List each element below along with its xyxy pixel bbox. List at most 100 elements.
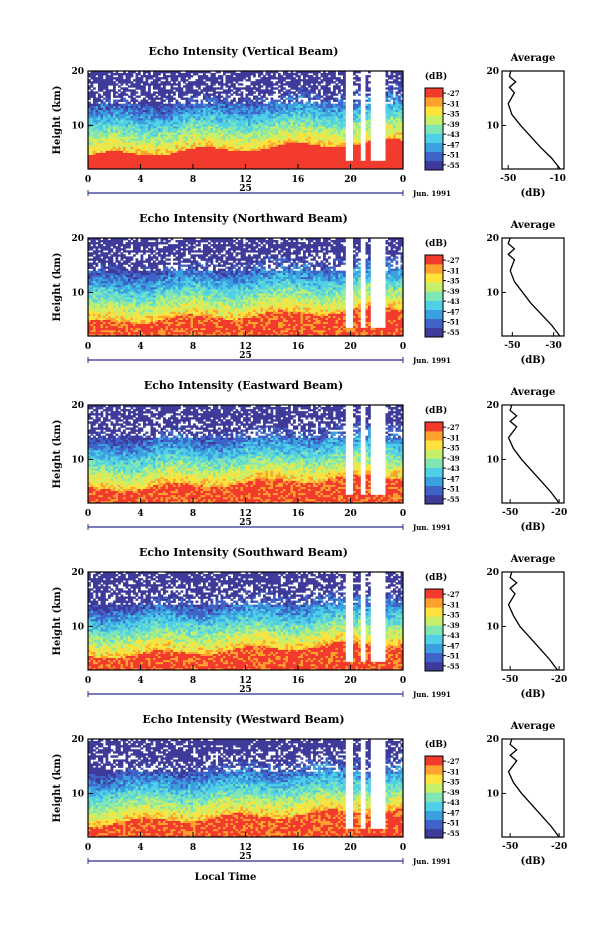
heatmap-cell [163, 111, 166, 115]
heatmap-cell [138, 71, 141, 74]
heatmap-cell [90, 146, 94, 149]
heatmap-cell [143, 152, 146, 156]
heatmap-cell [100, 138, 104, 141]
heatmap-cell [368, 99, 371, 102]
heatmap-cell [400, 146, 404, 149]
heatmap-cell [95, 144, 99, 147]
heatmap-cell [200, 144, 204, 147]
heatmap-cell [395, 166, 399, 170]
heatmap-cell [110, 128, 114, 131]
heatmap-cell [343, 83, 346, 86]
heatmap-cell [285, 150, 289, 153]
heatmap-cell [300, 95, 304, 98]
heatmap-cell [308, 85, 311, 88]
heatmap-cell [150, 134, 154, 137]
heatmap-cell [295, 122, 299, 125]
heatmap-cell [268, 77, 271, 80]
heatmap-cell [108, 164, 111, 168]
heatmap-cell [290, 154, 294, 158]
heatmap-cell [195, 105, 199, 109]
heatmap-cell [265, 117, 269, 121]
heatmap-cell [230, 126, 234, 129]
heatmap-cell [98, 99, 101, 102]
heatmap-cell [395, 130, 399, 133]
heatmap-cell [108, 115, 111, 119]
heatmap-cell [138, 107, 141, 111]
heatmap-cell [150, 140, 154, 143]
heatmap-cell [393, 117, 396, 121]
heatmap-cell [115, 166, 119, 170]
heatmap-cell [173, 103, 176, 107]
heatmap-cell [213, 115, 216, 119]
heatmap-cell [95, 140, 99, 143]
heatmap-cell [203, 103, 206, 107]
heatmap-cell [135, 136, 139, 139]
heatmap-cell [340, 99, 344, 102]
heatmap-cell [143, 105, 146, 109]
heatmap-cell [245, 115, 249, 119]
heatmap-cell [118, 81, 121, 84]
heatmap-cell [173, 138, 176, 141]
heatmap-cell [115, 164, 119, 168]
heatmap-cell [233, 83, 236, 86]
heatmap-cell [290, 160, 294, 164]
heatmap-cell [380, 160, 384, 164]
heatmap-cell [365, 111, 369, 115]
heatmap-cell [268, 146, 271, 149]
heatmap-cell [218, 109, 221, 113]
heatmap-cell [323, 128, 326, 131]
heatmap-cell [300, 101, 304, 104]
heatmap-cell [255, 113, 259, 117]
heatmap-cell [125, 105, 129, 109]
heatmap-cell [90, 95, 94, 98]
heatmap-cell [93, 99, 96, 102]
heatmap-cell [148, 93, 151, 96]
heatmap-cell [310, 79, 314, 82]
heatmap-cell [255, 150, 259, 153]
heatmap-cell [178, 144, 181, 147]
heatmap-cell [165, 109, 169, 113]
heatmap-cell [183, 124, 186, 127]
heatmap-cell [298, 122, 301, 125]
heatmap-cell [155, 136, 159, 139]
heatmap-cell [263, 75, 266, 78]
heatmap-cell [268, 111, 271, 115]
heatmap-cell [323, 154, 326, 158]
heatmap-cell [343, 87, 346, 90]
heatmap-cell [218, 158, 221, 162]
heatmap-cell [240, 138, 244, 141]
heatmap-cell [135, 117, 139, 121]
heatmap-cell [338, 128, 341, 131]
heatmap-cell [173, 83, 176, 86]
heatmap-cell [160, 111, 164, 115]
heatmap-cell [190, 142, 194, 145]
heatmap-cell [190, 162, 194, 166]
heatmap-cell [235, 117, 239, 121]
heatmap-cell [133, 140, 136, 143]
heatmap-cell [393, 138, 396, 141]
heatmap-cell [108, 126, 111, 129]
heatmap-cell [378, 166, 381, 170]
heatmap-cell [398, 140, 401, 143]
heatmap-cell [185, 91, 189, 94]
heatmap-cell [195, 89, 199, 92]
heatmap-cell [295, 87, 299, 90]
heatmap-cell [258, 142, 261, 145]
heatmap-cell [390, 113, 394, 117]
heatmap-cell [128, 71, 131, 74]
heatmap-cell [385, 103, 389, 107]
heatmap-cell [173, 113, 176, 117]
heatmap-cell [93, 107, 96, 111]
heatmap-cell [188, 101, 191, 104]
heatmap-cell [110, 103, 114, 107]
heatmap-cell [133, 85, 136, 88]
heatmap-cell [275, 111, 279, 115]
heatmap-cell [128, 89, 131, 92]
heatmap-cell [310, 154, 314, 158]
heatmap-cell [270, 136, 274, 139]
heatmap-cell [273, 83, 276, 86]
heatmap-cell [120, 146, 124, 149]
heatmap-cell [313, 160, 316, 164]
heatmap-cell [340, 105, 344, 109]
heatmap-cell [338, 117, 341, 121]
